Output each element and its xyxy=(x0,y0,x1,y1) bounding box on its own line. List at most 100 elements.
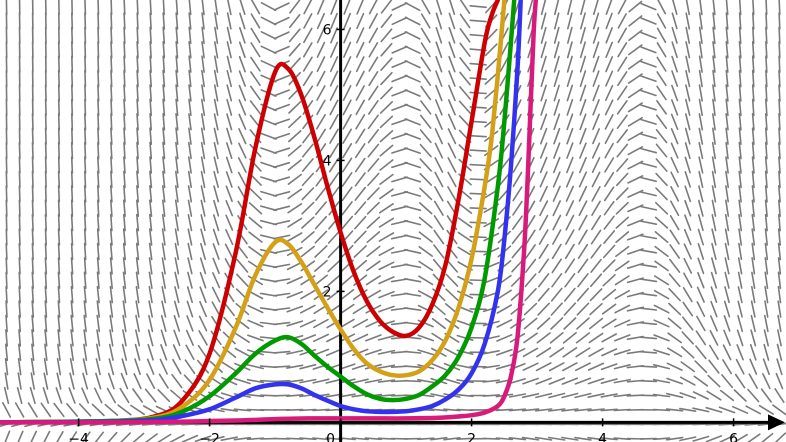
slope-segment xyxy=(238,41,246,59)
slope-segment xyxy=(653,275,670,286)
slope-segment xyxy=(669,244,681,259)
slope-segment xyxy=(84,12,87,30)
slope-segment xyxy=(315,128,327,144)
slope-segment xyxy=(433,244,445,259)
slope-segment xyxy=(777,228,782,246)
slope-segment xyxy=(565,171,574,188)
slope-segment xyxy=(434,186,444,202)
slope-segment xyxy=(18,185,21,203)
slope-segment xyxy=(524,287,537,302)
slope-segment xyxy=(273,118,291,126)
slope-segment xyxy=(250,42,261,58)
slope-segment xyxy=(550,317,564,330)
slope-segment xyxy=(272,394,291,397)
x-tick-label: −4 xyxy=(68,431,89,442)
slope-segment xyxy=(443,436,461,441)
slope-segment xyxy=(17,343,22,362)
slope-segment xyxy=(725,113,729,131)
slope-segment xyxy=(316,56,326,73)
slope-segment xyxy=(404,59,421,69)
slope-segment xyxy=(669,229,680,245)
slope-segment xyxy=(750,314,756,333)
slope-segment xyxy=(448,84,456,102)
slope-segment xyxy=(615,231,630,243)
slope-segment xyxy=(149,113,152,131)
slope-segment xyxy=(233,377,251,385)
slope-segment xyxy=(287,188,303,200)
slope-segment xyxy=(273,2,290,11)
slope-segment xyxy=(765,12,768,30)
slope-segment xyxy=(496,319,513,328)
slope-segment xyxy=(776,358,783,376)
slope-segment xyxy=(778,127,781,145)
slope-segment xyxy=(109,228,113,246)
slope-segment xyxy=(326,318,342,329)
slope-segment xyxy=(590,258,602,273)
slope-segment xyxy=(404,190,422,197)
slope-segment xyxy=(725,170,730,189)
slope-segment xyxy=(214,41,219,59)
slope-segment xyxy=(57,84,61,102)
slope-segment xyxy=(122,228,126,246)
slope-segment xyxy=(43,357,48,376)
slope-segment xyxy=(286,364,304,369)
slope-segment xyxy=(391,161,409,169)
slope-segment xyxy=(273,132,291,140)
slope-segment xyxy=(735,358,745,375)
slope-segment xyxy=(365,289,382,300)
slope-segment xyxy=(751,257,756,275)
slope-segment xyxy=(368,85,379,101)
slope-segment xyxy=(44,213,48,232)
slope-segment xyxy=(83,213,87,232)
y-tick-label: 4 xyxy=(323,153,332,169)
slope-segment xyxy=(312,437,330,441)
slope-segment xyxy=(540,113,548,131)
slope-segment xyxy=(352,289,368,301)
slope-segment xyxy=(390,191,409,197)
slope-segment xyxy=(737,314,744,333)
slope-segment xyxy=(449,0,456,15)
slope-segment xyxy=(250,71,261,86)
slope-segment xyxy=(553,84,560,102)
slope-segment xyxy=(341,215,354,230)
slope-segment xyxy=(419,143,432,158)
slope-segment xyxy=(681,316,694,331)
slope-segment xyxy=(712,55,716,73)
slope-segment xyxy=(312,378,330,384)
slope-segment xyxy=(404,1,421,12)
slope-segment xyxy=(368,71,379,87)
slope-segment xyxy=(617,42,628,58)
slope-segment xyxy=(456,364,474,370)
slope-segment xyxy=(341,172,353,187)
slope-segment xyxy=(711,127,716,145)
slope-segment xyxy=(738,242,743,261)
slope-segment xyxy=(97,98,100,117)
slope-segment xyxy=(53,402,65,418)
slope-segment xyxy=(639,205,658,211)
slope-segment xyxy=(521,408,540,412)
slope-segment xyxy=(31,271,35,290)
slope-segment xyxy=(604,99,614,116)
slope-segment xyxy=(447,99,456,116)
slope-segment xyxy=(562,346,578,358)
slope-segment xyxy=(684,98,691,116)
slope-segment xyxy=(201,40,205,59)
slope-segment xyxy=(303,27,313,44)
slope-segment xyxy=(83,329,87,347)
slope-segment xyxy=(69,372,75,390)
slope-segment xyxy=(136,69,139,88)
slope-segment xyxy=(110,12,113,30)
slope-segment xyxy=(391,2,408,11)
slope-segment xyxy=(684,142,691,160)
slope-segment xyxy=(561,436,579,441)
slope-segment xyxy=(482,379,501,383)
slope-segment xyxy=(750,300,756,318)
slope-segment xyxy=(84,0,87,16)
slope-segment xyxy=(435,0,443,15)
slope-segment xyxy=(366,231,381,243)
slope-segment xyxy=(162,26,166,45)
slope-segment xyxy=(538,258,550,274)
slope-segment xyxy=(31,228,34,246)
slope-segment xyxy=(109,314,114,333)
slope-segment xyxy=(188,127,192,145)
